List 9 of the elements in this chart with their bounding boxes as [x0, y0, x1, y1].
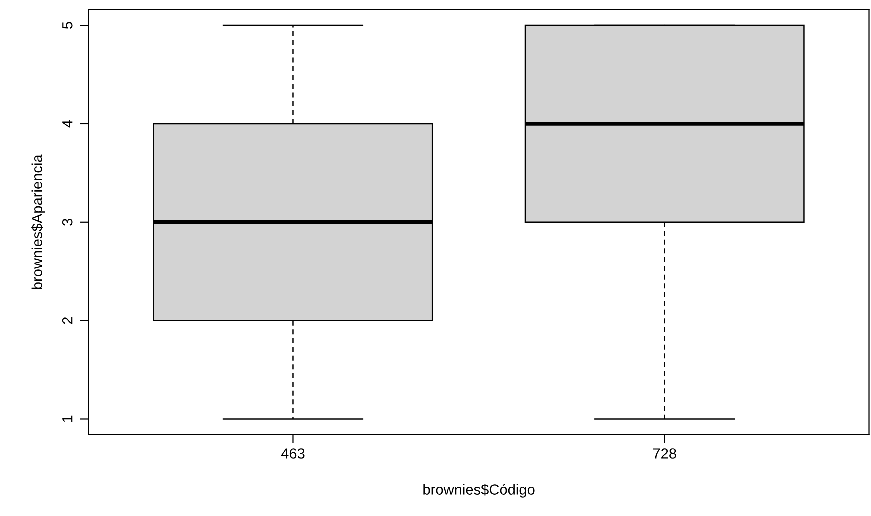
y-axis-title: brownies$Apariencia	[32, 154, 46, 290]
y-tick-label: 5	[62, 22, 73, 30]
x-tick-label: 463	[281, 448, 305, 459]
x-axis-title: brownies$Código	[424, 484, 535, 498]
y-tick-label: 3	[62, 218, 73, 226]
y-tick-label: 2	[62, 317, 73, 324]
y-tick-label: 4	[62, 120, 73, 128]
y-tick-label: 1	[62, 416, 73, 422]
x-tick-label: 728	[653, 448, 676, 459]
